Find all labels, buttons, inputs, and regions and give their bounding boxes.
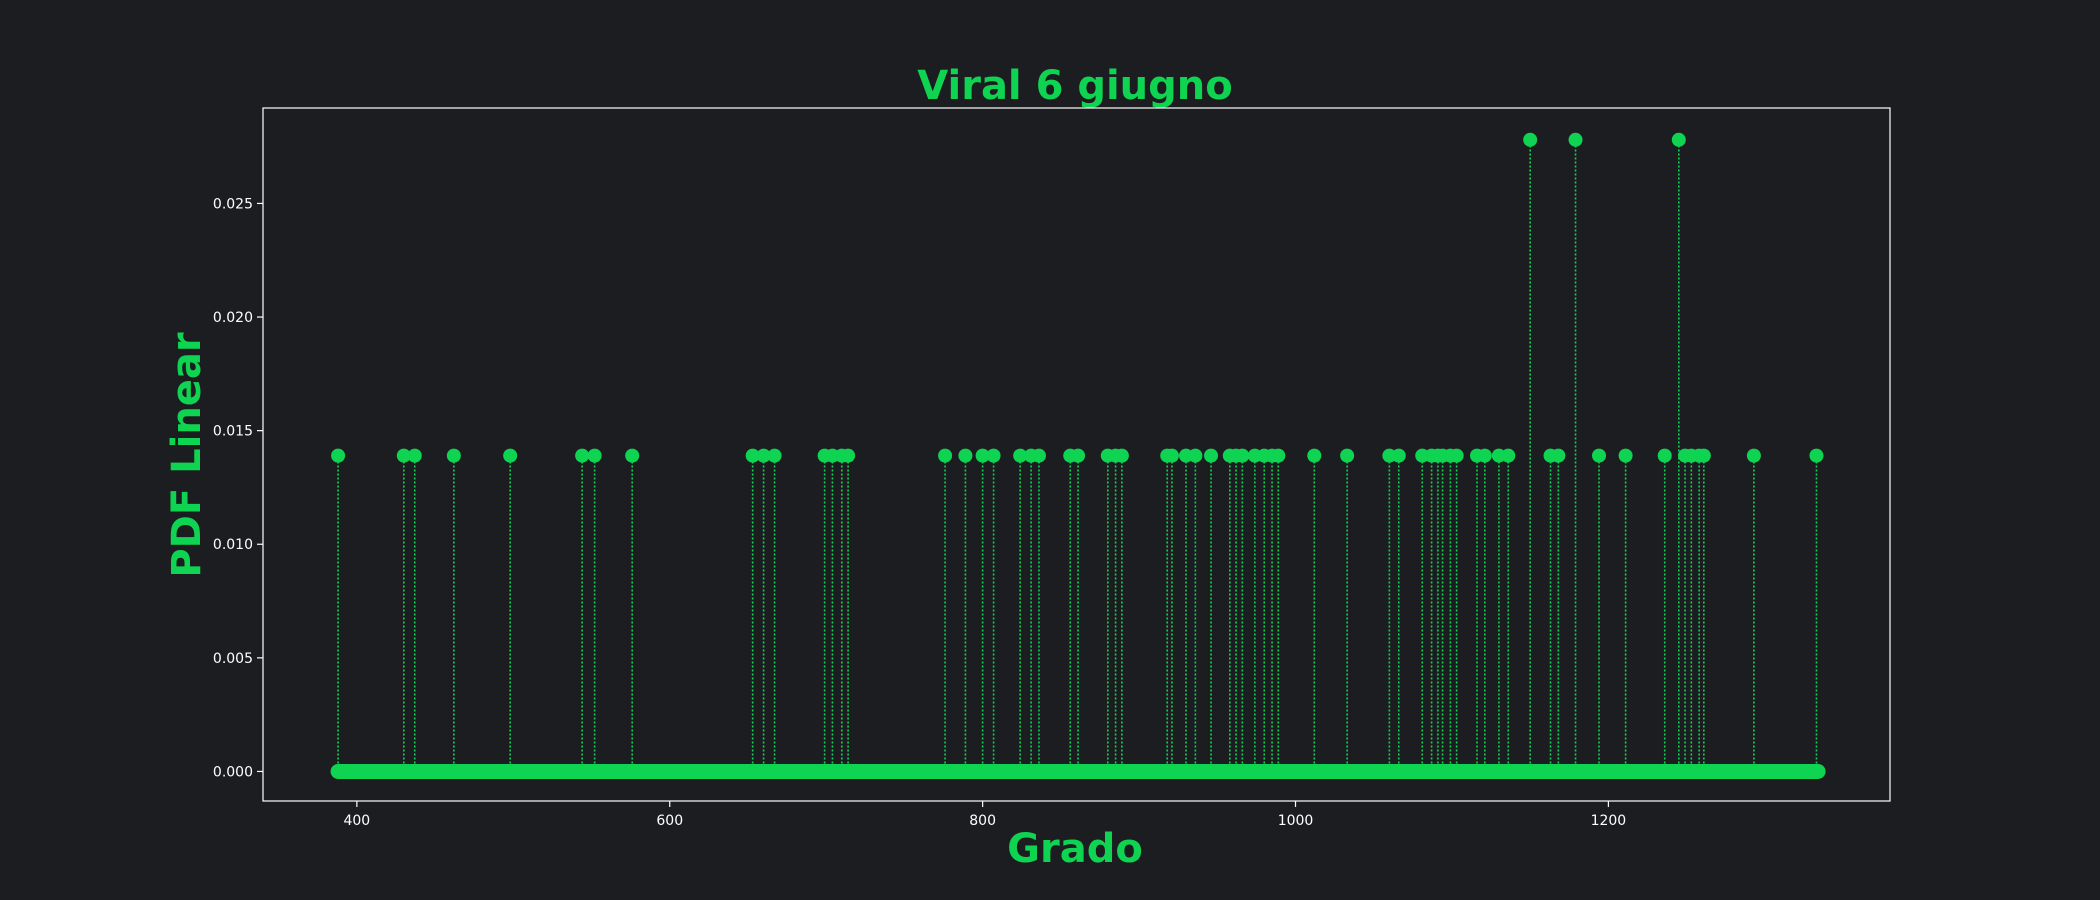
stem-marker [958,448,973,463]
stem-marker [745,448,760,463]
stem-marker [1568,132,1583,147]
stem-marker [1164,448,1179,463]
x-axis-label: Grado [1007,826,1143,872]
stem-marker [1746,448,1761,463]
stem-marker [625,448,640,463]
stem-marker [1235,448,1250,463]
stem-marker [1809,448,1824,463]
stem-marker [1307,448,1322,463]
x-tick-label: 800 [969,813,996,829]
stem-marker [841,448,856,463]
stem-marker [1204,448,1219,463]
stem-marker [938,448,953,463]
y-tick-label: 0.010 [213,537,253,553]
stem-marker [1013,448,1028,463]
stem-marker [1592,448,1607,463]
y-axis-label: PDF Linear [164,332,210,578]
stem-marker [1449,448,1464,463]
stem-marker [986,448,1001,463]
y-tick-label: 0.005 [213,651,253,667]
stem-marker [1114,448,1129,463]
stem-marker [446,448,461,463]
stem-marker [407,448,422,463]
stem-marker [1551,448,1566,463]
stem-marker [975,448,990,463]
stem-marker [396,448,411,463]
chart-marks [330,132,1826,779]
stem-marker [1031,448,1046,463]
y-tick-label: 0.000 [213,764,253,780]
plot-frame [262,107,1891,802]
stem-marker [1501,448,1516,463]
y-tick-label: 0.015 [213,424,253,440]
axis-ticks: 400 600 800 1000 1200 0.000 0.005 0.010 0.015 0.0… [213,196,1626,829]
stem-marker [767,448,782,463]
y-tick-label: 0.025 [213,196,253,212]
stem-marker [1271,448,1286,463]
y-tick-label: 0.020 [213,310,253,326]
stem-marker [1340,448,1355,463]
stem-marker [756,448,771,463]
stem-marker [587,448,602,463]
stem-marker [1188,448,1203,463]
stem-marker [1657,448,1672,463]
stem-marker [331,448,346,463]
stem-marker [1671,132,1686,147]
x-tick-label: 1200 [1591,813,1627,829]
stem-marker [1696,448,1711,463]
chart-title: Viral 6 giugno [917,63,1233,109]
x-tick-label: 400 [343,813,370,829]
stem-marker [1071,448,1086,463]
stem-marker [1618,448,1633,463]
stem-marker [1523,132,1538,147]
stem-marker [503,448,518,463]
stem-marker [1391,448,1406,463]
x-tick-label: 600 [656,813,683,829]
stem-marker [575,448,590,463]
stem-marker [1477,448,1492,463]
x-tick-label: 1000 [1278,813,1314,829]
